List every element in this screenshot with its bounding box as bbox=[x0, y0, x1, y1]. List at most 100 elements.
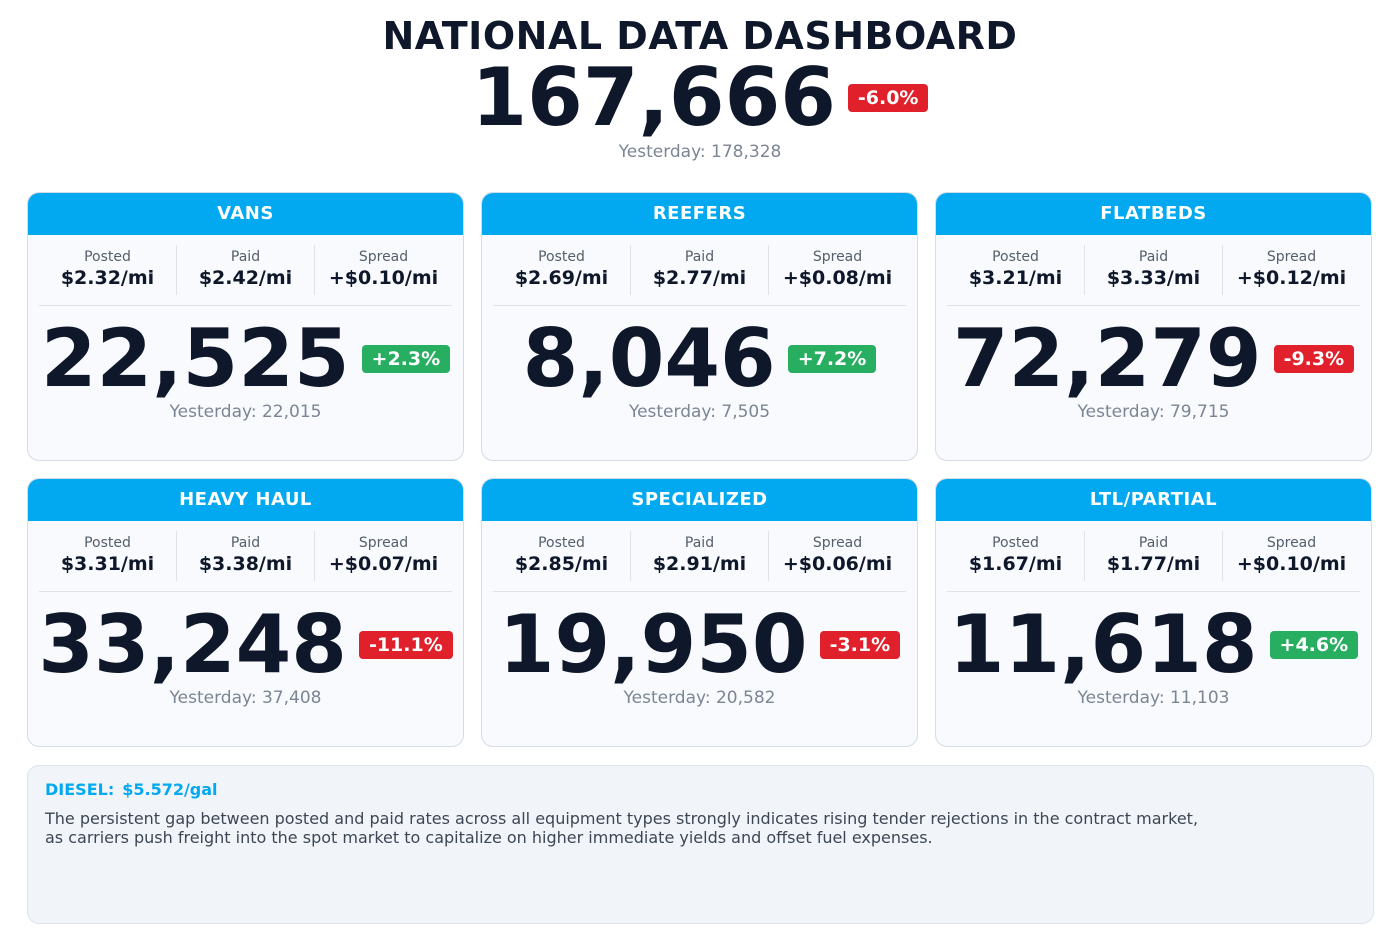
metrics: Posted $2.69/mi Paid $2.77/mi Spread +$0.08/m… bbox=[493, 245, 906, 306]
metric: Spread +$0.07/mi bbox=[314, 531, 452, 581]
diesel-price: $5.572/gal bbox=[122, 780, 218, 799]
metric-label: Posted bbox=[538, 249, 585, 265]
metric-label: Posted bbox=[84, 535, 131, 551]
yesterday: Yesterday: 37,408 bbox=[169, 688, 322, 708]
metric-value: $2.42/mi bbox=[198, 267, 293, 289]
metric-label: Spread bbox=[1266, 535, 1317, 551]
metric: Spread +$0.10/mi bbox=[1222, 531, 1360, 581]
card: HEAVY HAUL Posted $3.31/mi Paid $3.38/mi Spre… bbox=[27, 478, 464, 747]
metric-label: Paid bbox=[230, 249, 261, 265]
metric: Spread +$0.06/mi bbox=[768, 531, 906, 581]
total-count: 167,666 bbox=[471, 51, 836, 144]
metrics: Posted $3.21/mi Paid $3.33/mi Spread +$0.12/m… bbox=[947, 245, 1360, 306]
card: SPECIALIZED Posted $2.85/mi Paid $2.91/mi Spr… bbox=[481, 478, 918, 747]
footer: DIESEL: $5.572/gal The persistent gap bet… bbox=[27, 765, 1374, 924]
metric: Posted $1.67/mi bbox=[947, 531, 1084, 581]
count-row: 19,950 -3.1% bbox=[482, 598, 917, 692]
metric: Posted $2.85/mi bbox=[493, 531, 630, 581]
note: The persistent gap between posted and pa… bbox=[45, 809, 1356, 847]
count-row: 22,525 +2.3% bbox=[28, 312, 463, 406]
metric: Posted $3.21/mi bbox=[947, 245, 1084, 295]
metric-label: Posted bbox=[992, 249, 1039, 265]
yesterday: Yesterday: 20,582 bbox=[623, 688, 776, 708]
metric-value: +$0.08/mi bbox=[782, 267, 893, 289]
metric-value: +$0.07/mi bbox=[328, 553, 439, 575]
metrics: Posted $2.85/mi Paid $2.91/mi Spread +$0.06/m… bbox=[493, 531, 906, 592]
metric-value: +$0.10/mi bbox=[1236, 553, 1347, 575]
title: NATIONAL DATA DASHBOARD bbox=[382, 14, 1018, 58]
metric-label: Spread bbox=[812, 249, 863, 265]
metric-value: +$0.10/mi bbox=[328, 267, 439, 289]
card-title: FLATBEDS bbox=[936, 193, 1371, 235]
count: 11,618 bbox=[948, 598, 1258, 691]
count-row: 11,618 +4.6% bbox=[936, 598, 1371, 692]
metric: Paid $2.77/mi bbox=[630, 245, 768, 295]
card: LTL/PARTIAL Posted $1.67/mi Paid $1.77/mi Spr… bbox=[935, 478, 1372, 747]
yesterday: Yesterday: 79,715 bbox=[1077, 402, 1230, 422]
note-line: The persistent gap between posted and pa… bbox=[45, 809, 1199, 828]
yesterday: Yesterday: 11,103 bbox=[1077, 688, 1230, 708]
metric: Paid $2.42/mi bbox=[176, 245, 314, 295]
card-title: REEFERS bbox=[482, 193, 917, 235]
metric-label: Posted bbox=[992, 535, 1039, 551]
metric-value: $3.38/mi bbox=[198, 553, 293, 575]
count: 22,525 bbox=[40, 312, 350, 405]
count-row: 72,279 -9.3% bbox=[936, 312, 1371, 406]
change-badge: -6.0% bbox=[847, 84, 929, 112]
metric-value: $2.32/mi bbox=[60, 267, 155, 289]
metric-value: $2.91/mi bbox=[652, 553, 747, 575]
count: 72,279 bbox=[952, 312, 1262, 405]
metric-label: Spread bbox=[812, 535, 863, 551]
total-row: 167,666 -6.0% bbox=[0, 52, 1400, 144]
metric-value: $1.77/mi bbox=[1106, 553, 1201, 575]
metrics: Posted $1.67/mi Paid $1.77/mi Spread +$0.10/m… bbox=[947, 531, 1360, 592]
metric-label: Paid bbox=[1138, 535, 1169, 551]
metric: Paid $3.33/mi bbox=[1084, 245, 1222, 295]
metric: Spread +$0.10/mi bbox=[314, 245, 452, 295]
metric-value: $2.69/mi bbox=[514, 267, 609, 289]
diesel-label: DIESEL: bbox=[45, 780, 115, 799]
card: VANS Posted $2.32/mi Paid $2.42/mi Spread +$0.… bbox=[27, 192, 464, 461]
diesel: DIESEL: $5.572/gal bbox=[45, 780, 1356, 799]
card-title: HEAVY HAUL bbox=[28, 479, 463, 521]
change-badge: -9.3% bbox=[1273, 345, 1355, 373]
card: FLATBEDS Posted $3.21/mi Paid $3.33/mi Spread… bbox=[935, 192, 1372, 461]
metric: Posted $3.31/mi bbox=[39, 531, 176, 581]
metrics: Posted $3.31/mi Paid $3.38/mi Spread +$0.07/m… bbox=[39, 531, 452, 592]
metric-value: $3.31/mi bbox=[60, 553, 155, 575]
metric-label: Paid bbox=[230, 535, 261, 551]
card-title: VANS bbox=[28, 193, 463, 235]
metric-value: $1.67/mi bbox=[968, 553, 1063, 575]
change-badge: -3.1% bbox=[819, 631, 901, 659]
metric-label: Posted bbox=[538, 535, 585, 551]
metric: Spread +$0.08/mi bbox=[768, 245, 906, 295]
metric-value: +$0.12/mi bbox=[1236, 267, 1347, 289]
card-title: LTL/PARTIAL bbox=[936, 479, 1371, 521]
yesterday: Yesterday: 22,015 bbox=[169, 402, 322, 422]
metric: Paid $3.38/mi bbox=[176, 531, 314, 581]
metric-value: +$0.06/mi bbox=[782, 553, 893, 575]
metrics: Posted $2.32/mi Paid $2.42/mi Spread +$0.10/m… bbox=[39, 245, 452, 306]
change-badge: +7.2% bbox=[787, 345, 877, 373]
metric-label: Paid bbox=[684, 535, 715, 551]
metric: Spread +$0.12/mi bbox=[1222, 245, 1360, 295]
yesterday: Yesterday: 7,505 bbox=[628, 402, 771, 422]
count-row: 8,046 +7.2% bbox=[482, 312, 917, 406]
metric-value: $2.85/mi bbox=[514, 553, 609, 575]
change-badge: +4.6% bbox=[1269, 631, 1359, 659]
metric-value: $3.21/mi bbox=[968, 267, 1063, 289]
card: REEFERS Posted $2.69/mi Paid $2.77/mi Spread +… bbox=[481, 192, 918, 461]
metric: Paid $2.91/mi bbox=[630, 531, 768, 581]
metric-value: $2.77/mi bbox=[652, 267, 747, 289]
metric-value: $3.33/mi bbox=[1106, 267, 1201, 289]
metric: Posted $2.69/mi bbox=[493, 245, 630, 295]
yesterday: Yesterday: 178,328 bbox=[618, 142, 782, 162]
count: 8,046 bbox=[522, 312, 776, 405]
card-title: SPECIALIZED bbox=[482, 479, 917, 521]
metric: Paid $1.77/mi bbox=[1084, 531, 1222, 581]
change-badge: +2.3% bbox=[361, 345, 451, 373]
metric-label: Paid bbox=[1138, 249, 1169, 265]
metric: Posted $2.32/mi bbox=[39, 245, 176, 295]
note-line: as carriers push freight into the spot m… bbox=[45, 828, 933, 847]
